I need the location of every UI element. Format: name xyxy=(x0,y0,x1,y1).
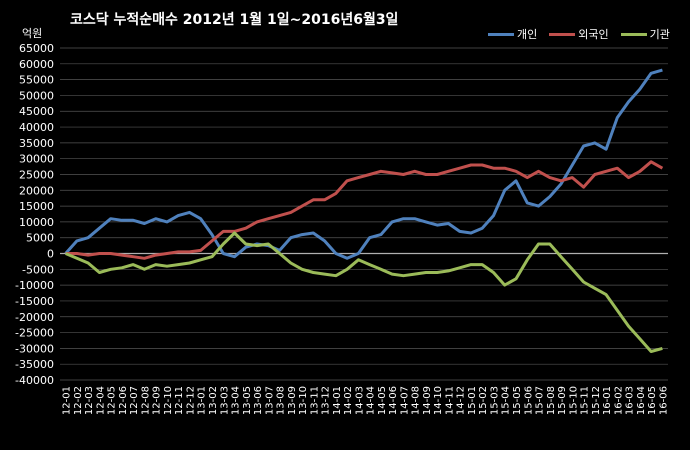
x-tick-label: 14-04 xyxy=(366,386,377,415)
x-tick-label: 14-01 xyxy=(332,386,343,415)
y-tick-label: 20000 xyxy=(19,184,54,197)
x-tick-label: 15-06 xyxy=(523,386,534,415)
y-tick-label: 35000 xyxy=(19,137,54,150)
legend-label-foreign: 외국인 xyxy=(578,28,609,41)
y-tick-label: -5000 xyxy=(22,263,54,276)
x-tick-label: 15-01 xyxy=(467,386,478,415)
x-tick-label: 12-09 xyxy=(152,386,163,415)
y-tick-label: 55000 xyxy=(19,74,54,87)
y-tick-label: 5000 xyxy=(26,232,54,245)
y-tick-label: -15000 xyxy=(15,295,54,308)
x-tick-label: 13-01 xyxy=(197,386,208,415)
x-tick-labels: 12-01 12-02 12-03 12-04 12-05 12-06 12-07 12-08… xyxy=(62,386,670,415)
x-tick-label: 13-10 xyxy=(298,386,309,415)
legend-label-individual: 개인 xyxy=(517,28,538,41)
x-tick-label: 14-09 xyxy=(422,386,433,415)
x-tick-label: 12-08 xyxy=(140,386,151,415)
legend-item-individual: 개인 xyxy=(488,26,537,42)
x-tick-label: 15-10 xyxy=(568,386,579,415)
x-tick-label: 12-05 xyxy=(107,386,118,415)
y-axis-unit-label: 억원 xyxy=(22,27,43,40)
x-tick-label: 16-06 xyxy=(658,386,669,415)
x-tick-label: 15-07 xyxy=(535,386,546,415)
legend-label-institution: 기관 xyxy=(649,28,670,41)
y-tick-label: 30000 xyxy=(19,153,54,166)
x-tick-label: 16-05 xyxy=(647,386,658,415)
x-tick-label: 12-12 xyxy=(185,386,196,415)
x-tick-label: 12-02 xyxy=(73,386,84,415)
x-tick-label: 16-04 xyxy=(636,386,647,415)
y-tick-label: 0 xyxy=(47,248,54,261)
y-tick-label: -25000 xyxy=(15,327,54,340)
x-tick-label: 14-10 xyxy=(433,386,444,415)
series-line-1 xyxy=(65,160,664,260)
x-tick-label: 12-06 xyxy=(118,386,129,415)
x-tick-label: 14-07 xyxy=(399,386,410,415)
x-tick-label: 14-05 xyxy=(377,386,388,415)
y-tick-label: 65000 xyxy=(19,42,54,55)
x-tick-label: 13-05 xyxy=(242,386,253,415)
y-tick-label: 50000 xyxy=(19,89,54,102)
x-tick-label: 16-03 xyxy=(625,386,636,415)
legend-swatch-foreign xyxy=(549,32,576,36)
x-tick-label: 14-02 xyxy=(343,386,354,415)
x-tick-label: 15-12 xyxy=(591,386,602,415)
x-tick-label: 13-11 xyxy=(309,386,320,415)
x-tick-label: 14-06 xyxy=(388,386,399,415)
x-tick-label: 13-08 xyxy=(276,386,287,415)
x-tick-label: 15-05 xyxy=(512,386,523,415)
y-tick-label: 45000 xyxy=(19,105,54,118)
grid-lines xyxy=(60,47,668,381)
x-tick-label: 15-09 xyxy=(557,386,568,415)
x-tick-label: 13-07 xyxy=(264,386,275,415)
x-tick-label: 12-03 xyxy=(84,386,95,415)
x-tick-label: 14-08 xyxy=(411,386,422,415)
legend-item-institution: 기관 xyxy=(620,26,670,42)
x-tick-label: 12-07 xyxy=(129,386,140,415)
x-tick-label: 12-11 xyxy=(174,386,185,415)
x-tick-label: 15-02 xyxy=(478,386,489,415)
legend-swatch-institution xyxy=(620,32,647,36)
x-tick-label: 13-04 xyxy=(231,386,242,415)
x-tick-label: 13-12 xyxy=(321,386,332,415)
x-tick-label: 15-04 xyxy=(501,386,512,415)
series-line-0 xyxy=(64,68,663,260)
legend-swatch-individual xyxy=(488,32,514,36)
x-tick-label: 13-02 xyxy=(208,386,219,415)
y-tick-label: 60000 xyxy=(19,58,54,71)
x-tick-label: 12-01 xyxy=(62,386,73,415)
x-tick-label: 15-11 xyxy=(580,386,591,415)
y-tick-label: -30000 xyxy=(15,342,54,355)
y-tick-label: -35000 xyxy=(15,358,54,371)
y-tick-label: -10000 xyxy=(15,279,54,292)
y-tick-label: 40000 xyxy=(19,121,54,134)
y-tick-label: -40000 xyxy=(15,374,54,387)
series-lines xyxy=(64,68,664,353)
y-tick-label: -20000 xyxy=(15,311,54,324)
legend-item-foreign: 외국인 xyxy=(549,26,609,42)
x-tick-label: 15-08 xyxy=(546,386,557,415)
x-tick-label: 12-10 xyxy=(163,386,174,415)
y-tick-label: 10000 xyxy=(19,216,54,229)
x-tick-label: 16-02 xyxy=(613,386,624,415)
y-tick-label: 15000 xyxy=(19,200,54,213)
chart-title: 코스닥 누적순매수 2012년 1월 1일~2016년6월3일 xyxy=(70,12,399,28)
x-tick-label: 12-04 xyxy=(95,386,106,415)
series-line-2 xyxy=(65,231,663,353)
x-tick-label: 16-01 xyxy=(602,386,613,415)
y-tick-label: 25000 xyxy=(19,168,54,181)
x-tick-label: 13-06 xyxy=(253,386,264,415)
y-tick-labels: 6500060000550005000045000400003500030000… xyxy=(15,42,54,387)
x-tick-label: 14-12 xyxy=(456,386,467,415)
x-tick-label: 13-09 xyxy=(287,386,298,415)
legend: 개인 외국인 기관 xyxy=(488,26,670,42)
x-tick-label: 14-11 xyxy=(444,386,455,415)
x-tick-label: 15-03 xyxy=(489,386,500,415)
x-tick-label: 14-03 xyxy=(354,386,365,415)
x-tick-label: 13-03 xyxy=(219,386,230,415)
